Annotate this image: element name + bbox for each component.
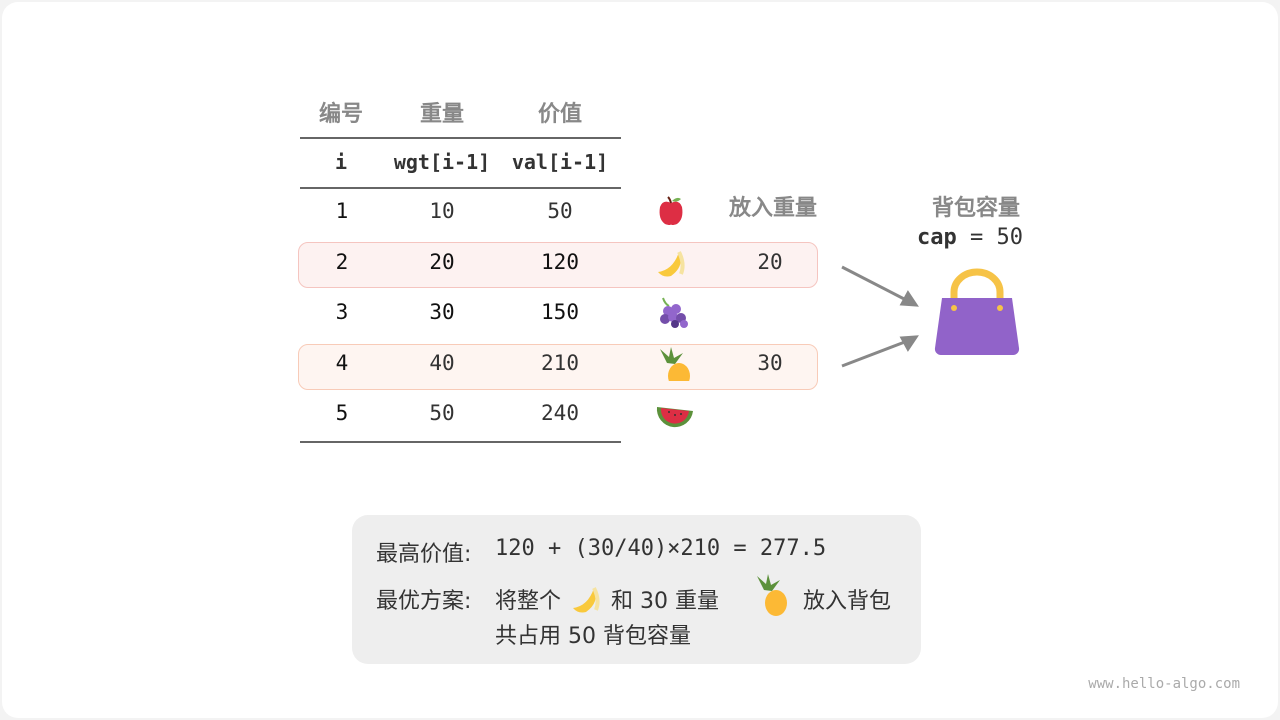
cell-put-weight: 30	[757, 350, 783, 375]
apple-icon	[659, 196, 683, 225]
plan-text-a: 将整个	[495, 589, 562, 614]
subheader-val: val[i-1]	[511, 150, 609, 174]
put-weight-header: 放入重量	[728, 196, 817, 221]
cell-put-weight: 20	[757, 249, 783, 274]
banana-icon	[573, 587, 600, 613]
divider	[300, 137, 621, 139]
cell-wgt: 50	[429, 401, 455, 425]
grapes-icon	[660, 297, 688, 328]
cell-wgt: 40	[429, 350, 455, 375]
header-value: 价值	[537, 102, 582, 127]
highlight-row-2	[298, 242, 818, 288]
subheader-i: i	[334, 150, 348, 174]
max-value-label: 最高价值:	[376, 542, 472, 567]
cell-val: 120	[541, 249, 579, 274]
pineapple-icon	[757, 574, 787, 616]
cell-i: 1	[335, 199, 349, 223]
plan-label: 最优方案:	[376, 589, 472, 614]
handbag-icon	[934, 268, 1020, 356]
bag-capacity: cap = 50	[917, 225, 1023, 250]
header-weight: 重量	[419, 102, 464, 127]
pineapple-icon	[660, 346, 690, 381]
cell-val: 150	[541, 300, 579, 324]
max-value-expression: 120 + (30/40)×210 = 277.5	[495, 536, 827, 561]
watermark: www.hello-algo.com	[1088, 676, 1240, 692]
highlight-row-4	[298, 344, 818, 390]
watermelon-icon	[656, 407, 693, 428]
plan-text-b: 和 30 重量	[611, 589, 719, 614]
plan-line-2: 共占用 50 背包容量	[495, 624, 691, 649]
plan-text-c: 放入背包	[803, 589, 892, 614]
cap-value: = 50	[970, 225, 1023, 250]
cell-wgt: 20	[429, 249, 455, 274]
cell-wgt: 30	[429, 300, 455, 324]
cell-i: 3	[335, 300, 349, 324]
divider	[300, 187, 621, 189]
cell-val: 240	[541, 401, 579, 425]
cell-val: 210	[541, 350, 579, 375]
arrow-head	[899, 335, 919, 352]
cell-wgt: 10	[429, 199, 455, 223]
summary-box	[352, 515, 921, 664]
cap-label: cap	[917, 225, 957, 250]
cell-i: 2	[335, 249, 349, 274]
bag-title: 背包容量	[931, 196, 1020, 221]
divider	[300, 441, 621, 443]
arrow-2	[841, 338, 911, 368]
banana-icon	[658, 250, 685, 276]
cell-val: 50	[547, 199, 573, 223]
cell-i: 4	[335, 350, 349, 375]
subheader-wgt: wgt[i-1]	[393, 150, 491, 174]
arrow-head	[899, 290, 919, 307]
header-id: 编号	[318, 102, 363, 127]
arrows	[841, 265, 919, 368]
arrow-1	[841, 265, 911, 304]
cell-i: 5	[335, 401, 349, 425]
